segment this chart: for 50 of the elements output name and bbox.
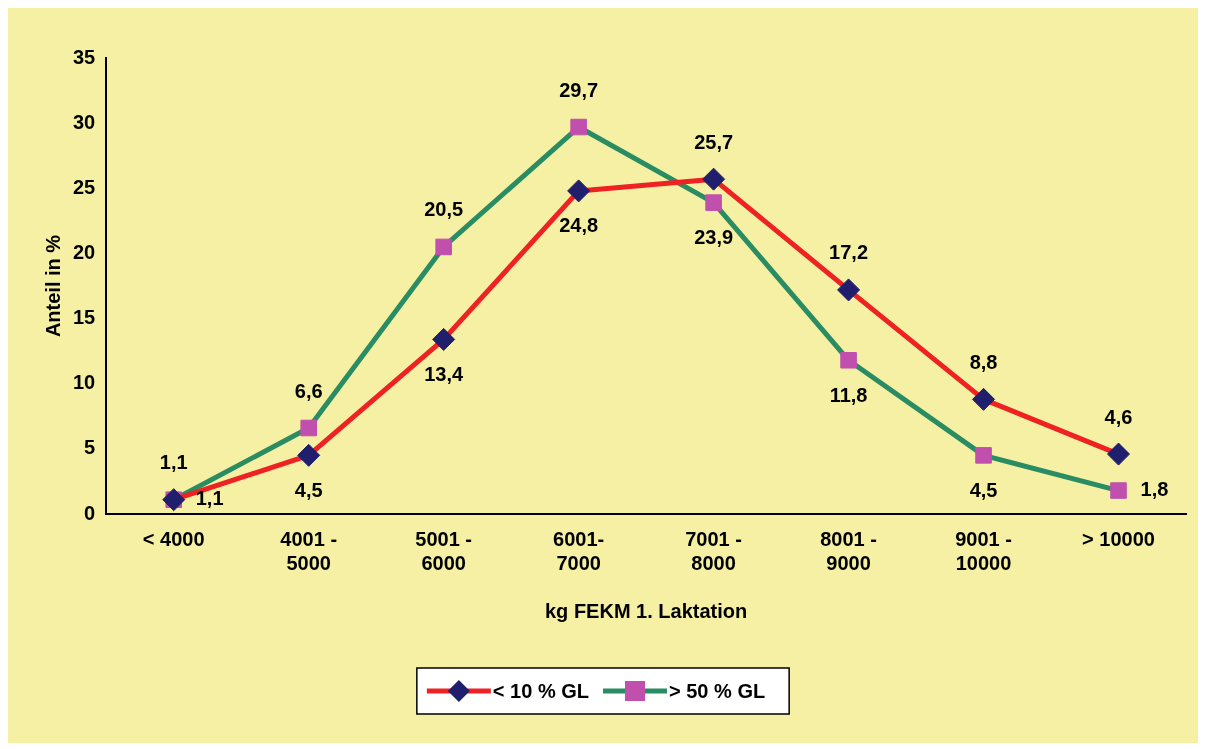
point bbox=[297, 443, 321, 467]
y-tick-label: 0 bbox=[84, 501, 96, 524]
y-tick-label: 20 bbox=[73, 240, 96, 263]
point bbox=[702, 167, 726, 191]
x-tick-label: < 4000 bbox=[142, 527, 205, 550]
point bbox=[972, 387, 996, 411]
data-label: 6,6 bbox=[294, 379, 323, 402]
point bbox=[567, 179, 591, 203]
data-label: 1,1 bbox=[195, 487, 224, 510]
point bbox=[1110, 482, 1127, 499]
data-label: 1,8 bbox=[1140, 478, 1169, 501]
x-tick-label: > 10000 bbox=[1082, 527, 1155, 550]
data-label: 25,7 bbox=[694, 130, 734, 153]
data-label: 13,4 bbox=[424, 362, 464, 385]
y-tick-label: 35 bbox=[73, 45, 96, 68]
legend-label: < 10 % GL bbox=[492, 679, 589, 702]
point bbox=[837, 278, 861, 302]
data-label: 4,5 bbox=[969, 478, 998, 501]
point bbox=[432, 327, 456, 351]
x-tick-label: 7001 - 8000 bbox=[685, 527, 742, 574]
legend-label: > 50 % GL bbox=[669, 679, 766, 702]
x-tick-label: 5001 - 6000 bbox=[415, 527, 473, 574]
x-axis-title: kg FEKM 1. Laktation bbox=[545, 599, 748, 622]
x-tick-label: 6001-7000 bbox=[553, 527, 605, 574]
data-label: 11,8 bbox=[829, 383, 868, 406]
y-tick-label: 10 bbox=[73, 371, 96, 394]
point bbox=[435, 238, 452, 256]
point bbox=[1107, 442, 1131, 466]
data-label: 8,8 bbox=[969, 350, 998, 373]
data-label: 4,6 bbox=[1104, 405, 1133, 428]
y-tick-label: 30 bbox=[73, 110, 96, 133]
data-label: 17,2 bbox=[829, 241, 869, 264]
x-tick-label: 4001 - 5000 bbox=[280, 527, 338, 574]
data-label: 23,9 bbox=[694, 226, 734, 249]
y-axis-title: Anteil in % bbox=[41, 234, 64, 338]
point bbox=[300, 419, 317, 437]
point bbox=[705, 194, 722, 211]
data-label: 24,8 bbox=[559, 214, 599, 237]
x-tick-label: 9001 - 10000 bbox=[955, 527, 1012, 574]
point bbox=[840, 351, 857, 369]
data-label: 20,5 bbox=[424, 198, 464, 221]
data-label: 1,1 bbox=[159, 451, 188, 474]
y-tick-label: 15 bbox=[73, 306, 96, 329]
data-label: 29,7 bbox=[559, 78, 599, 101]
point bbox=[975, 447, 992, 464]
point bbox=[570, 118, 587, 136]
y-tick-label: 25 bbox=[73, 175, 96, 198]
data-label: 4,5 bbox=[294, 478, 323, 501]
y-tick-label: 5 bbox=[84, 436, 96, 459]
x-tick-label: 8001 - 9000 bbox=[820, 527, 877, 574]
